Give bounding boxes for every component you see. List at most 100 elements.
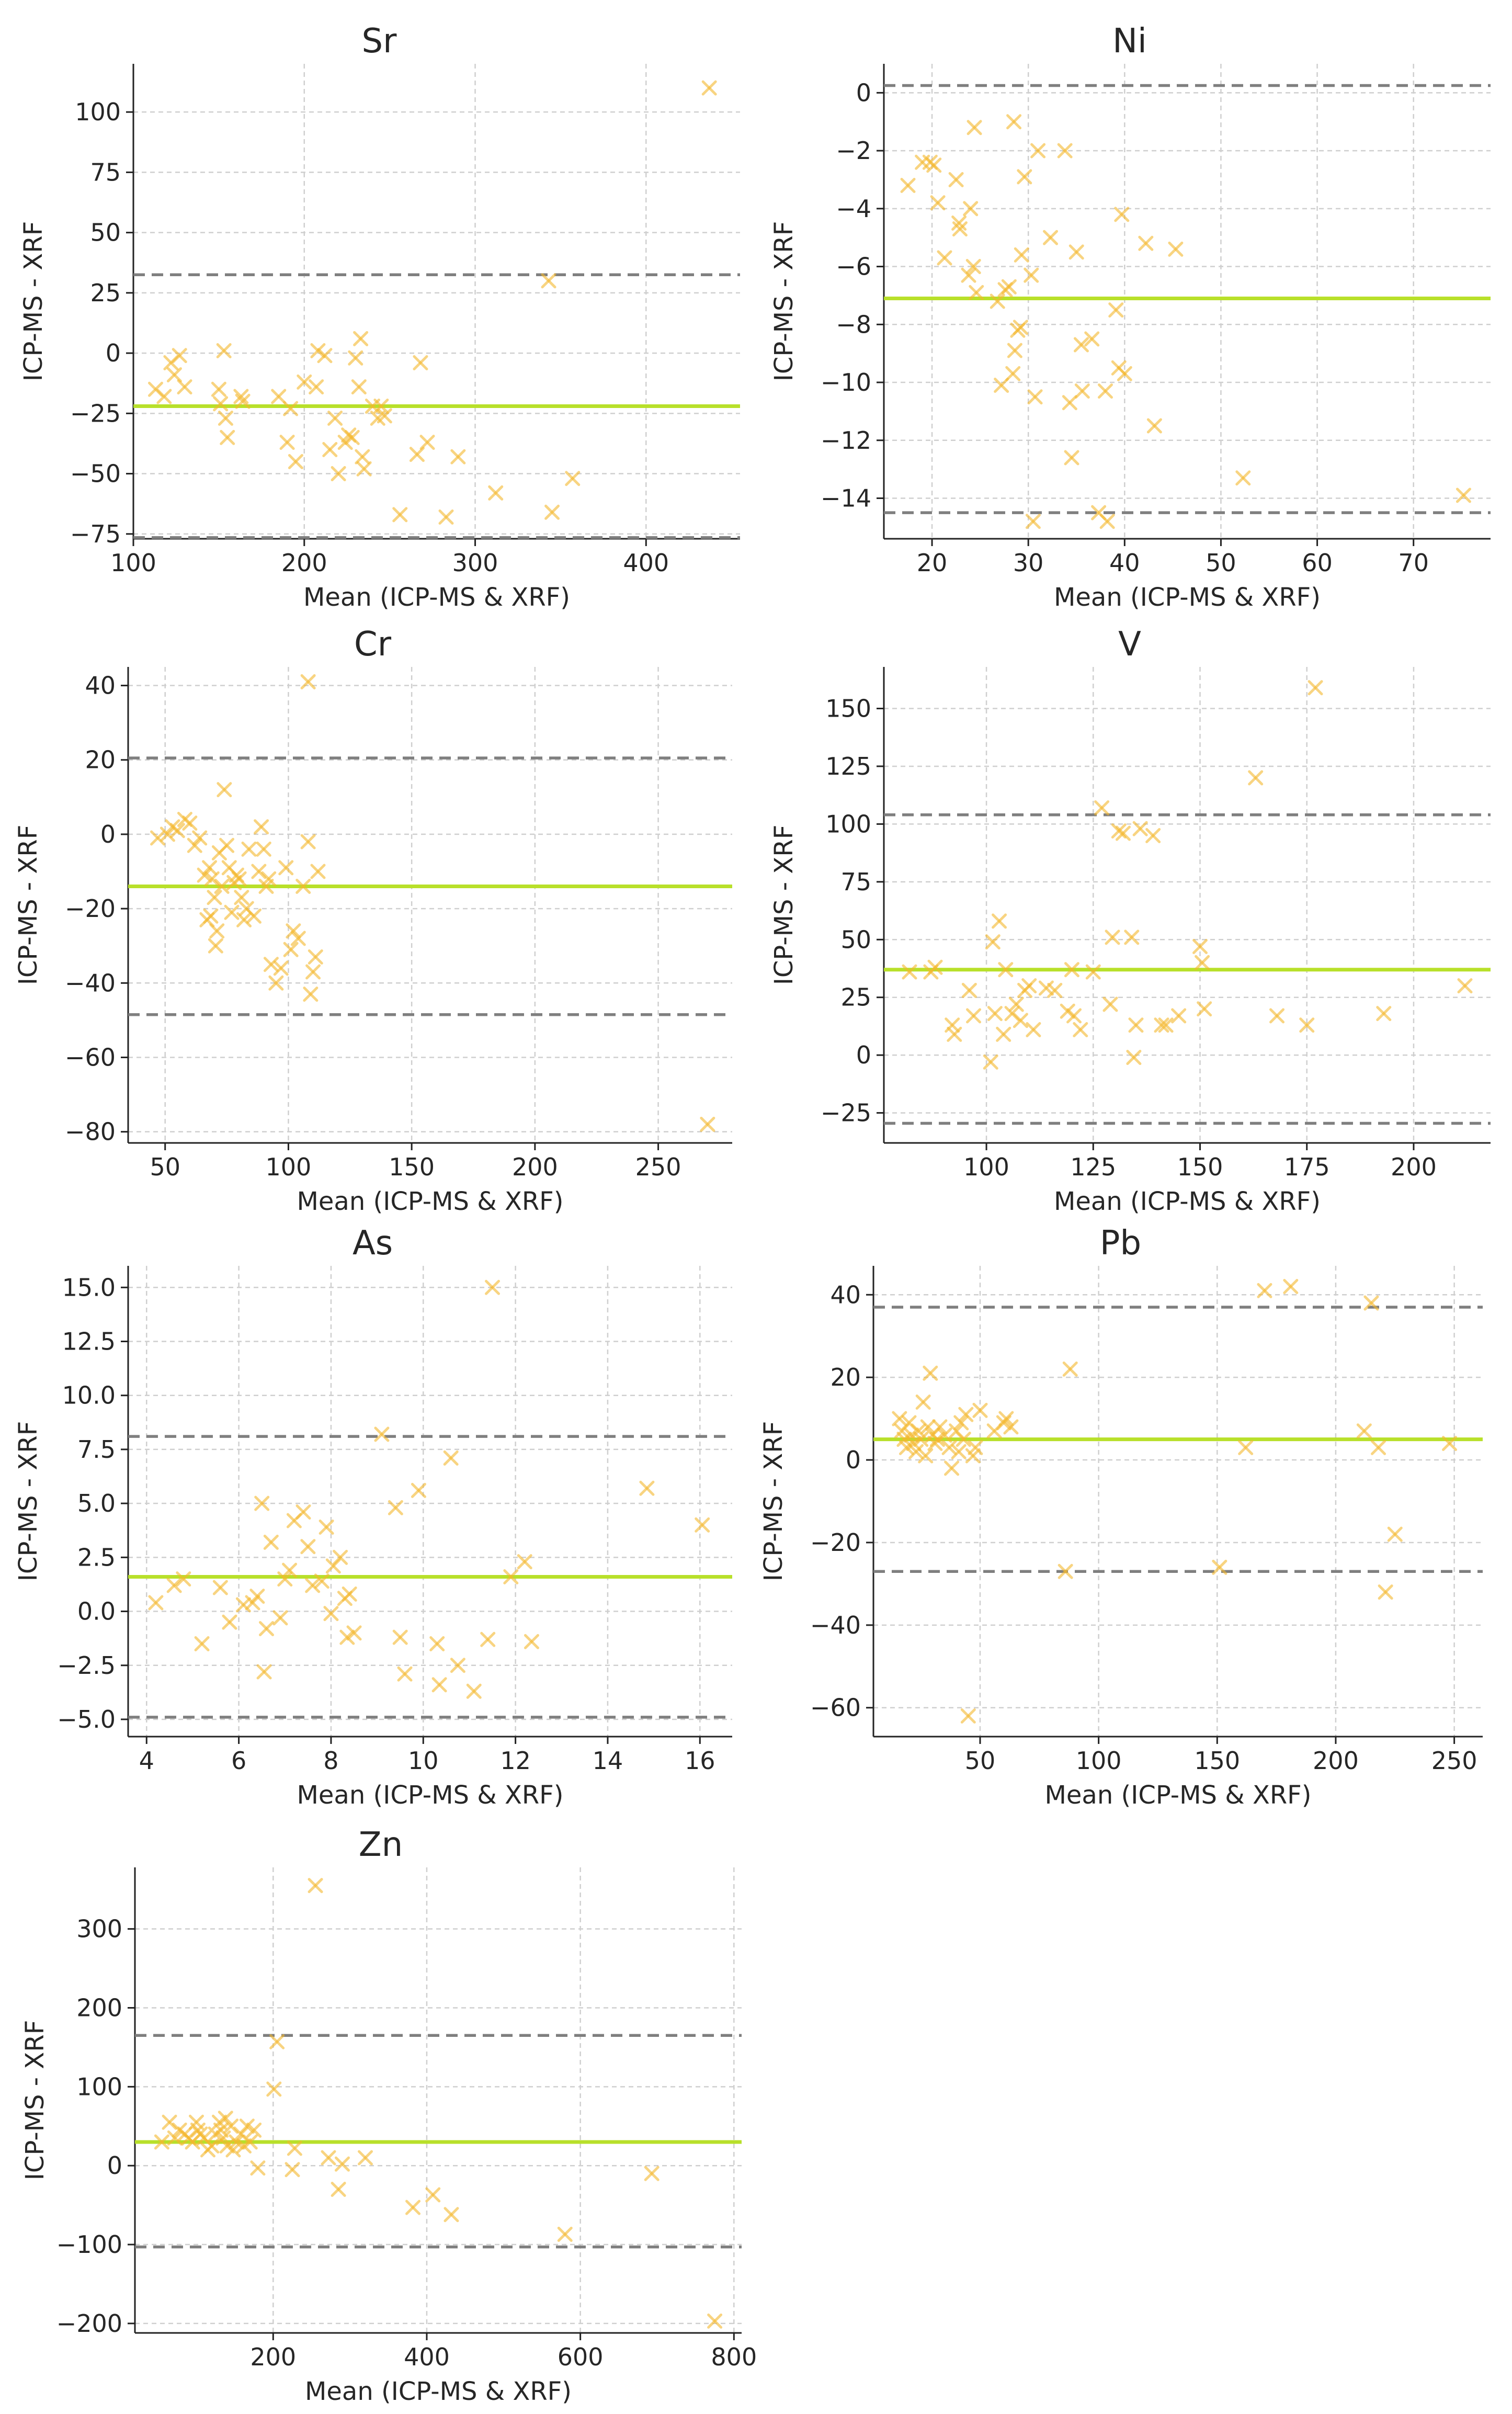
data-point — [166, 367, 182, 383]
y-tick-label: 25 — [840, 983, 871, 1012]
data-point — [213, 396, 229, 412]
data-point — [1168, 241, 1184, 257]
data-point — [983, 1054, 998, 1070]
chart-title: As — [353, 1224, 393, 1263]
x-tick-label: 125 — [1070, 1153, 1116, 1181]
x-tick-label: 150 — [1177, 1153, 1223, 1181]
y-tick-label: −100 — [56, 2230, 122, 2259]
data-point — [1064, 962, 1079, 978]
data-point — [300, 1539, 316, 1555]
x-tick-label: 50 — [1206, 549, 1236, 577]
data-point — [1024, 267, 1039, 283]
data-point — [1062, 395, 1077, 411]
y-axis-label: ICP-MS - XRF — [769, 221, 799, 381]
x-tick-label: 600 — [558, 2343, 604, 2371]
chart-zn: 200 400 600 800 −200 −100 0 100 200 300 Zn Mean (IC… — [20, 1826, 757, 2406]
data-point — [212, 1580, 228, 1595]
data-point — [295, 1504, 311, 1520]
data-point — [932, 1419, 948, 1435]
data-point — [972, 1402, 988, 1418]
data-point — [192, 830, 208, 846]
chart-title: Sr — [362, 22, 397, 61]
data-point — [231, 871, 247, 887]
data-point — [944, 1460, 960, 1476]
data-point — [1038, 980, 1054, 996]
data-point — [958, 1407, 974, 1422]
y-tick-label: 5.0 — [77, 1489, 116, 1517]
data-point — [896, 1432, 912, 1447]
data-point — [172, 348, 187, 364]
y-tick-label: −6 — [836, 253, 871, 281]
y-axis-label: ICP-MS - XRF — [14, 825, 43, 985]
data-point — [239, 2118, 255, 2134]
data-point — [1146, 418, 1162, 434]
data-point — [246, 908, 262, 924]
data-point — [344, 429, 360, 445]
data-point — [283, 401, 299, 416]
data-point — [1014, 247, 1029, 263]
y-tick-label: −200 — [56, 2309, 122, 2338]
data-point — [208, 938, 223, 954]
x-tick-label: 200 — [1391, 1153, 1437, 1181]
y-tick-label: −75 — [70, 520, 121, 548]
data-point — [1117, 366, 1132, 381]
data-point — [348, 350, 363, 366]
data-point — [355, 449, 370, 464]
data-point — [927, 959, 943, 975]
data-point — [246, 2122, 262, 2138]
y-axis-label: ICP-MS - XRF — [19, 221, 48, 381]
data-point — [961, 982, 977, 998]
data-point — [1001, 279, 1017, 294]
y-axis-label: ICP-MS - XRF — [759, 1421, 788, 1581]
data-point — [1138, 235, 1154, 251]
x-tick-label: 30 — [1013, 549, 1044, 577]
data-point — [1269, 1008, 1285, 1024]
data-point — [194, 1636, 210, 1651]
data-point — [1030, 143, 1046, 158]
y-tick-label: 0 — [106, 339, 121, 367]
data-point — [1027, 389, 1043, 405]
data-point — [339, 1629, 355, 1645]
data-point — [254, 819, 269, 835]
data-point — [1084, 331, 1100, 347]
data-point — [308, 949, 323, 965]
data-point — [967, 120, 982, 135]
data-point — [1378, 1584, 1393, 1600]
data-point — [309, 379, 324, 395]
data-point — [930, 195, 946, 211]
data-point — [263, 1534, 279, 1550]
data-point — [374, 1426, 390, 1442]
y-tick-label: 10.0 — [62, 1381, 116, 1410]
x-tick-label: 400 — [623, 549, 669, 577]
data-point — [1154, 1017, 1169, 1033]
y-tick-label: −20 — [65, 894, 116, 923]
data-point — [224, 904, 240, 920]
data-point — [269, 2034, 285, 2049]
data-point — [266, 2081, 282, 2097]
data-point — [996, 1026, 1011, 1042]
data-point — [503, 1569, 519, 1584]
data-point — [319, 1520, 334, 1535]
data-point — [295, 878, 311, 894]
y-tick-label: 40 — [85, 672, 116, 700]
data-point — [392, 1629, 408, 1645]
data-point — [413, 355, 428, 371]
data-point — [279, 435, 295, 450]
y-tick-label: 100 — [76, 2072, 122, 2101]
data-point — [154, 2134, 169, 2150]
data-point — [397, 1666, 413, 1682]
y-tick-label: −2 — [836, 137, 871, 165]
data-point — [1257, 1283, 1272, 1298]
data-point — [969, 285, 984, 300]
data-point — [176, 1571, 191, 1587]
data-point — [1105, 930, 1120, 945]
x-tick-label: 100 — [110, 549, 156, 577]
data-point — [331, 466, 346, 482]
data-point — [431, 1677, 447, 1693]
data-point — [701, 80, 717, 96]
data-point — [187, 837, 202, 853]
data-point — [218, 411, 233, 426]
data-point — [947, 1026, 962, 1042]
y-tick-label: −50 — [70, 460, 121, 488]
